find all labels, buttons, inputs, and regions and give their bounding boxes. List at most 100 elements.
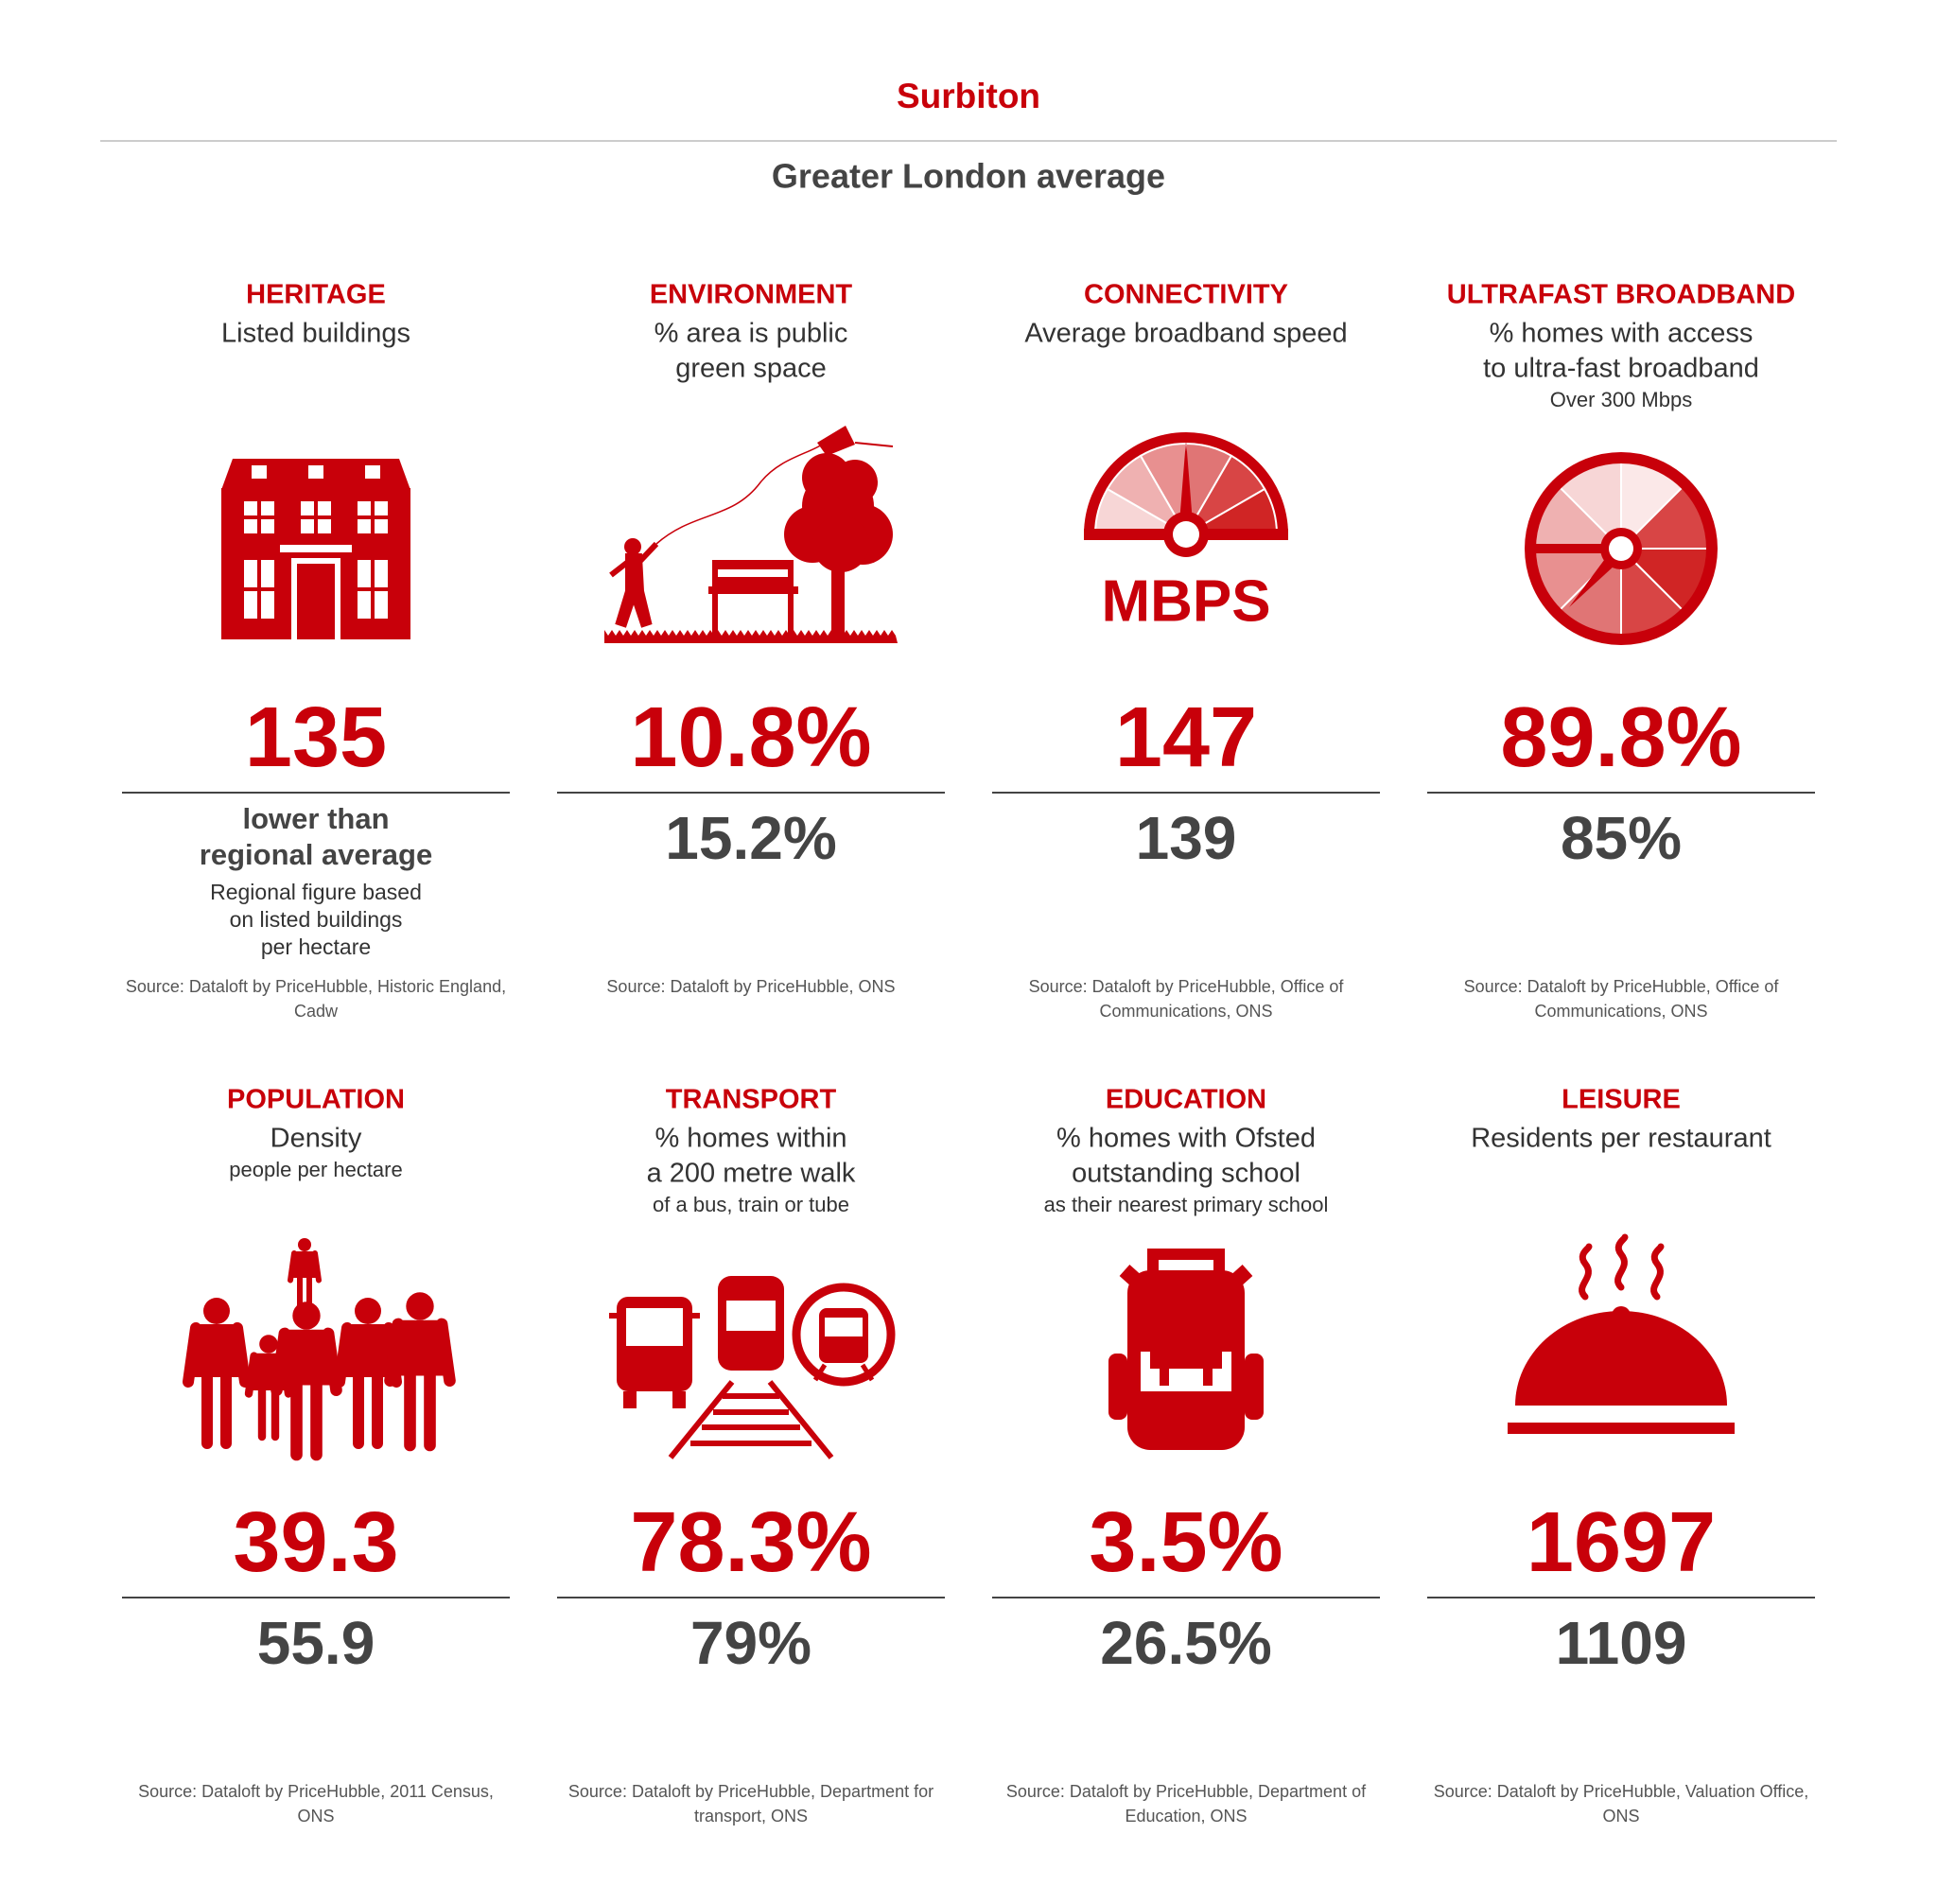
icon-shape xyxy=(792,1283,896,1387)
icon-shape xyxy=(244,1352,293,1441)
subtitle: Greater London average xyxy=(772,157,1165,196)
average-value: 26.5% xyxy=(1100,1609,1271,1677)
local-value: 135 xyxy=(245,690,387,785)
note-title: lower than xyxy=(242,802,389,835)
icon-shape xyxy=(1147,1249,1225,1273)
average-value: 1109 xyxy=(1556,1609,1687,1677)
icon-shape xyxy=(395,1319,445,1376)
card-description: a 200 metre walk xyxy=(647,1159,856,1189)
icon-shape xyxy=(624,538,641,555)
source: Source: Dataloft by PriceHubble, ONS xyxy=(606,977,895,996)
icon-shape xyxy=(1150,1352,1222,1369)
icon-shape xyxy=(1141,1391,1231,1420)
icon xyxy=(1108,1249,1264,1450)
card-description: Listed buildings xyxy=(221,319,410,349)
average-value: 139 xyxy=(1136,804,1237,872)
icon-shape xyxy=(244,560,274,619)
source: Source: Dataloft by PriceHubble, Office … xyxy=(1464,977,1780,996)
card-detail: as their nearest primary school xyxy=(1044,1193,1329,1216)
icon-shape xyxy=(1525,452,1718,645)
average-value: 79% xyxy=(690,1609,811,1677)
card-description: % homes with Ofsted xyxy=(1056,1124,1316,1154)
card-heading: HERITAGE xyxy=(246,280,386,310)
card-description: Residents per restaurant xyxy=(1471,1124,1771,1154)
icon-shape xyxy=(358,501,388,533)
source: Source: Dataloft by PriceHubble, Valuati… xyxy=(1434,1782,1809,1801)
note-line: Regional figure based xyxy=(210,880,422,904)
icon-shape xyxy=(270,1327,342,1461)
icon-shape xyxy=(1160,1369,1169,1386)
local-value: 147 xyxy=(1115,690,1257,785)
icon-shape xyxy=(854,442,894,447)
card-heading: POPULATION xyxy=(227,1085,405,1115)
local-value: 39.3 xyxy=(233,1495,398,1590)
note-line: per hectare xyxy=(261,935,371,959)
icon xyxy=(1525,452,1718,645)
note-line: on listed buildings xyxy=(230,907,403,932)
icon xyxy=(183,1238,456,1461)
local-value: 1697 xyxy=(1527,1495,1716,1590)
source: ONS xyxy=(1602,1807,1639,1825)
icon-shape xyxy=(1178,440,1194,534)
icon-shape xyxy=(1609,536,1633,561)
icon-shape xyxy=(293,1251,316,1278)
card-description: green space xyxy=(675,354,827,384)
local-value: 89.8% xyxy=(1500,690,1741,785)
icon-shape xyxy=(384,1318,456,1452)
icon-shape xyxy=(672,1391,686,1408)
icon-shape xyxy=(1579,1243,1593,1301)
icon-shape xyxy=(1614,1233,1629,1291)
icon-shape xyxy=(604,630,898,643)
icon-shape xyxy=(668,1380,834,1459)
card-description: % homes with access xyxy=(1490,319,1754,349)
card-heading: TRANSPORT xyxy=(666,1085,837,1115)
average-value: 55.9 xyxy=(257,1609,375,1677)
icon-shape xyxy=(297,564,335,639)
icon-shape xyxy=(183,1322,251,1449)
source: Source: Dataloft by PriceHubble, Departm… xyxy=(568,1782,934,1801)
icon xyxy=(1508,1233,1735,1434)
icon-shape xyxy=(365,465,380,479)
icon-shape xyxy=(282,1329,331,1386)
icon-shape xyxy=(334,1322,402,1449)
card-description: outstanding school xyxy=(1072,1159,1300,1189)
icon xyxy=(604,426,898,643)
icon-shape xyxy=(626,1308,683,1346)
local-value: 3.5% xyxy=(1089,1495,1283,1590)
source: Cadw xyxy=(294,1002,339,1021)
icon-shape xyxy=(812,1363,875,1382)
icon-shape xyxy=(713,560,794,569)
icon-shape xyxy=(713,577,794,586)
average-value: 15.2% xyxy=(665,804,836,872)
card-heading: EDUCATION xyxy=(1106,1085,1266,1115)
source: Source: Dataloft by PriceHubble, Office … xyxy=(1029,977,1345,996)
icon-shape xyxy=(355,1298,381,1324)
icon: MBPS xyxy=(1084,432,1288,634)
icon-shape xyxy=(1173,521,1199,548)
icon-shape xyxy=(1108,1354,1127,1420)
icon-shape xyxy=(252,465,267,479)
card-detail: people per hectare xyxy=(229,1158,402,1181)
card-heading: ENVIRONMENT xyxy=(650,280,853,310)
source: transport, ONS xyxy=(694,1807,808,1825)
icon-shape xyxy=(406,1292,434,1320)
icon-shape xyxy=(1534,544,1621,553)
icon-shape xyxy=(832,460,878,505)
icon-shape xyxy=(1203,1369,1213,1386)
card-description: Average broadband speed xyxy=(1024,319,1347,349)
icon-shape xyxy=(712,560,794,636)
icon-shape xyxy=(298,1238,311,1251)
icon-shape xyxy=(194,1324,239,1377)
source: Education, ONS xyxy=(1125,1807,1247,1825)
icon-shape xyxy=(1515,1311,1727,1406)
source: Source: Dataloft by PriceHubble, Histori… xyxy=(126,977,506,996)
icon-text: MBPS xyxy=(1101,568,1270,634)
icon-shape xyxy=(812,515,869,572)
icon-shape xyxy=(244,501,274,533)
note-title: regional average xyxy=(200,838,432,871)
icon-shape xyxy=(301,501,331,533)
icon-shape xyxy=(708,586,798,594)
source: Source: Dataloft by PriceHubble, Departm… xyxy=(1006,1782,1367,1801)
average-value: 85% xyxy=(1561,804,1682,872)
